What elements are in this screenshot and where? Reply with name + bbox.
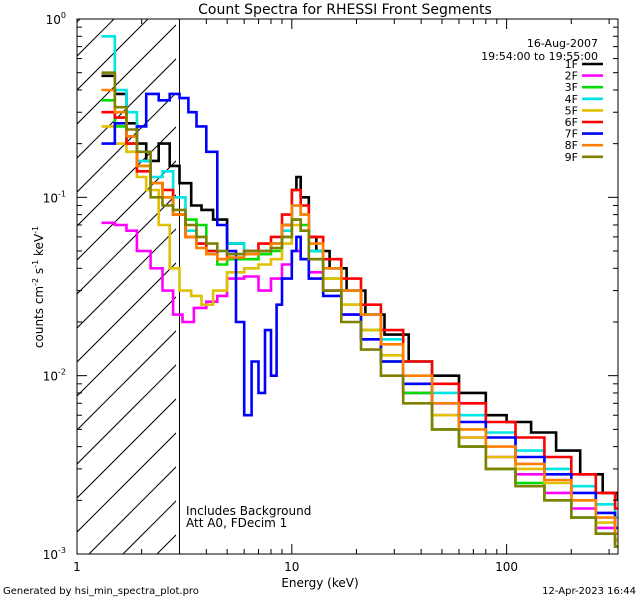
- plot-frame: [76, 18, 619, 555]
- hatch-line: [77, 228, 176, 329]
- x-tick-label: 1: [73, 560, 81, 574]
- hatch-line: [599, 0, 640, 554]
- hatch-line: [77, 432, 176, 533]
- series-line-8F: [101, 88, 618, 535]
- hatch-line: [77, 398, 176, 499]
- background-note: Includes Background: [186, 504, 311, 518]
- hatch-line: [77, 58, 176, 159]
- legend-label-7F: 7F: [565, 128, 578, 141]
- legend-label-4F: 4F: [565, 93, 578, 106]
- legend-label-2F: 2F: [565, 70, 578, 83]
- hatch-line: [77, 126, 176, 227]
- hatch-line: [77, 262, 176, 363]
- date-label: 16-Aug-2007: [527, 37, 598, 50]
- legend-label-3F: 3F: [565, 81, 578, 94]
- chart-title: Count Spectra for RHESSI Front Segments: [198, 2, 492, 18]
- x-tick-label: 100: [495, 560, 518, 574]
- hatch-line: [531, 0, 640, 554]
- y-tick-labels: 10-3 10-2 10-1 100: [43, 11, 66, 562]
- hatch-line: [327, 0, 640, 554]
- footer-generator: Generated by hsi_min_spectra_plot.pro: [3, 586, 199, 597]
- y-tick-label: 10-1: [43, 189, 66, 205]
- x-tick-labels: 1 10 100: [73, 560, 518, 574]
- series-line-9F: [101, 71, 618, 548]
- x-axis-label: Energy (keV): [281, 576, 358, 590]
- legend-label-8F: 8F: [565, 139, 578, 152]
- series-group: [101, 35, 618, 548]
- hatch-line: [77, 19, 81, 23]
- hatch-line: [88, 466, 176, 554]
- legend-label-5F: 5F: [565, 104, 578, 117]
- hatch-line: [77, 194, 176, 295]
- hatch-line: [77, 19, 149, 91]
- x-tick-label: 10: [284, 560, 299, 574]
- y-axis-label: counts cm-2 s-1 keV-1: [31, 226, 46, 348]
- hatch-line: [122, 500, 176, 554]
- y-tick-label: 10-3: [43, 546, 66, 562]
- hatch-line: [463, 0, 640, 554]
- hatch-line: [77, 364, 176, 465]
- legend-label-1F: 1F: [565, 58, 578, 71]
- footer-timestamp: 12-Apr-2023 16:44: [542, 586, 636, 597]
- hatch-line: [259, 0, 640, 554]
- time-range-label: 19:54:00 to 19:55:00: [481, 50, 598, 63]
- series-line-6F: [101, 110, 618, 510]
- hatch-line: [77, 296, 176, 397]
- series-line-1F: [101, 74, 618, 501]
- hatch-line: [361, 0, 640, 554]
- hatch-line: [293, 0, 640, 554]
- legend-label-9F: 9F: [565, 151, 578, 164]
- axis-ticks: [76, 18, 618, 555]
- attenuator-note: Att A0, FDecim 1: [186, 516, 287, 530]
- hatch-line: [395, 0, 640, 554]
- y-tick-label: 10-2: [43, 368, 66, 384]
- hatch-line: [633, 0, 640, 554]
- y-tick-label: 100: [46, 11, 66, 27]
- legend-label-6F: 6F: [565, 116, 578, 129]
- hatch-line: [429, 0, 640, 554]
- series-line-7F: [101, 92, 618, 530]
